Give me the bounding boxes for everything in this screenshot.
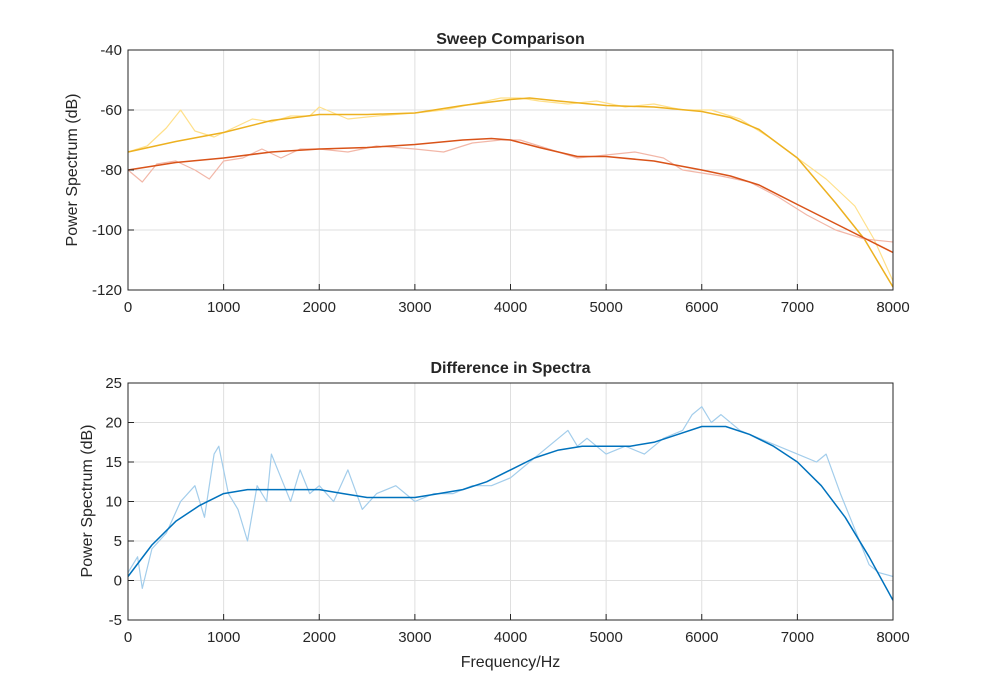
bottom-y-tick-label: 5 — [114, 533, 122, 550]
bottom-x-tick-label: 4000 — [494, 629, 527, 646]
top-x-tick-label: 5000 — [589, 299, 622, 316]
top-series-raw-line-2 — [127, 139, 894, 243]
top-x-tick-label: 3000 — [398, 299, 431, 316]
bottom-x-tick-label: 0 — [124, 629, 132, 646]
bottom-y-tick-label: 15 — [105, 454, 122, 471]
bottom-x-tick-label: 6000 — [685, 629, 718, 646]
bottom-x-tick-label: 7000 — [781, 629, 814, 646]
top-y-tick-label: -100 — [92, 222, 122, 239]
bottom-y-tick-label: 10 — [105, 494, 122, 511]
top-y-tick-label: -40 — [100, 42, 122, 59]
top-y-tick-label: -60 — [100, 102, 122, 119]
top-x-tick-label: 2000 — [303, 299, 336, 316]
bottom-x-tick-label: 1000 — [207, 629, 240, 646]
top-grid — [128, 50, 893, 290]
top-x-tick-label: 6000 — [685, 299, 718, 316]
bottom-series — [127, 406, 894, 601]
bottom-axes: 0 1000 2000 3000 4000 5000 6000 7000 8000 25 20 15 1… — [79, 360, 910, 671]
bottom-y-tick-label: 25 — [105, 375, 122, 392]
top-y-axis-label: Power Spectrum (dB) — [64, 94, 81, 247]
top-ticks: 0 1000 2000 3000 4000 5000 6000 7000 8000 -40 -60 -… — [92, 42, 910, 316]
top-chart-title: Sweep Comparison — [436, 31, 584, 48]
top-series — [127, 97, 894, 288]
bottom-y-tick-label: 0 — [114, 573, 122, 590]
top-x-tick-label: 4000 — [494, 299, 527, 316]
top-y-tick-label: -80 — [100, 162, 122, 179]
top-series-fit-line-3 — [127, 137, 894, 254]
bottom-x-tick-label: 8000 — [876, 629, 909, 646]
bottom-y-tick-label: 20 — [105, 415, 122, 432]
bottom-x-tick-label: 2000 — [303, 629, 336, 646]
top-axes: 0 1000 2000 3000 4000 5000 6000 7000 8000 -40 -60 -… — [64, 31, 910, 316]
top-y-tick-label: -120 — [92, 282, 122, 299]
bottom-y-axis-label: Power Spectrum (dB) — [79, 425, 96, 578]
bottom-x-axis-label: Frequency/Hz — [461, 654, 561, 671]
bottom-grid — [128, 383, 893, 620]
bottom-x-tick-label: 3000 — [398, 629, 431, 646]
bottom-y-tick-label: -5 — [109, 612, 122, 629]
top-x-tick-label: 7000 — [781, 299, 814, 316]
bottom-chart-title: Difference in Spectra — [430, 360, 590, 377]
bottom-ticks: 0 1000 2000 3000 4000 5000 6000 7000 8000 25 20 15 1… — [105, 375, 909, 646]
bottom-x-tick-label: 5000 — [589, 629, 622, 646]
bottom-series-fit-line-1 — [127, 425, 894, 601]
top-x-tick-label: 8000 — [876, 299, 909, 316]
top-x-tick-label: 1000 — [207, 299, 240, 316]
top-series-fit-line-1 — [127, 97, 894, 288]
top-x-tick-label: 0 — [124, 299, 132, 316]
